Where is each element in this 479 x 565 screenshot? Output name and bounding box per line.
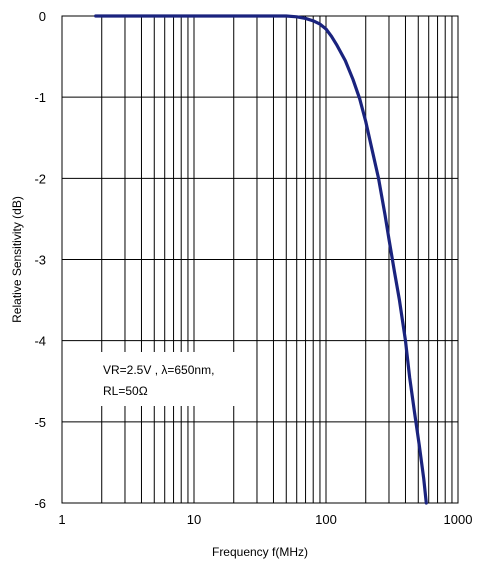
y-tick-label: -5: [34, 415, 46, 430]
annotation-background: [98, 352, 254, 406]
annotation-box: VR=2.5V , λ=650nm, RL=50Ω: [98, 352, 254, 406]
y-tick-label: 0: [39, 9, 46, 24]
x-tick-label: 10: [187, 512, 201, 527]
annotation-line-1: VR=2.5V , λ=650nm,: [103, 363, 214, 377]
x-tick-label: 1000: [444, 512, 473, 527]
x-tick-label: 1: [58, 512, 65, 527]
y-tick-label: -6: [34, 496, 46, 511]
y-axis-label: Relative Sensitivity (dB): [10, 196, 24, 323]
x-tick-label: 100: [315, 512, 337, 527]
grid-lines: [62, 16, 458, 503]
series-line-0: [94, 14, 428, 505]
y-tick-label: -1: [34, 90, 46, 105]
y-tick-label: -3: [34, 253, 46, 268]
annotation-line-2: RL=50Ω: [103, 384, 148, 398]
series-layer: [94, 14, 428, 505]
x-axis-label: Frequency f(MHz): [212, 545, 308, 559]
x-tick-labels: 1 10 100 1000: [58, 512, 472, 527]
y-tick-label: -4: [34, 334, 46, 349]
y-tick-labels: 0 -1 -2 -3 -4 -5 -6: [34, 9, 46, 511]
y-tick-label: -2: [34, 171, 46, 186]
